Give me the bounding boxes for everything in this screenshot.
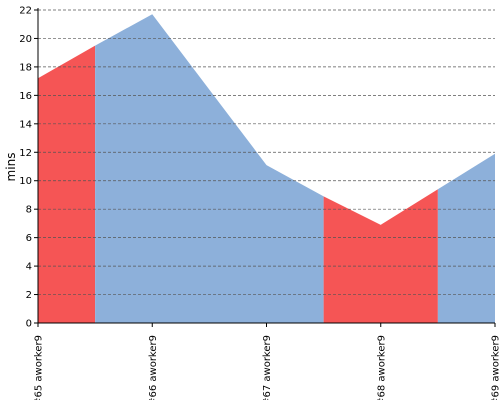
x-tick-label-1: #66 aworker9 bbox=[148, 335, 159, 400]
y-tick-label-12: 12 bbox=[19, 148, 32, 159]
x-ticks: #65 aworker9 #66 aworker9 #67 aworker9 #68 … bbox=[34, 323, 500, 400]
y-tick-label-18: 18 bbox=[19, 62, 32, 73]
y-tick-label-6: 6 bbox=[26, 233, 32, 244]
y-tick-label-14: 14 bbox=[19, 119, 32, 130]
y-tick-label-16: 16 bbox=[19, 91, 32, 102]
area-segment-0 bbox=[38, 46, 95, 323]
y-tick-label-2: 2 bbox=[26, 290, 32, 301]
x-tick-label-0: #65 aworker9 bbox=[34, 335, 45, 400]
y-axis-title: mins bbox=[4, 153, 18, 182]
area-segment-1 bbox=[95, 14, 324, 323]
y-tick-label-22: 22 bbox=[19, 6, 32, 17]
y-ticks: 0 2 4 6 8 10 12 14 16 18 20 22 bbox=[19, 6, 38, 330]
x-tick-label-3: #68 aworker9 bbox=[376, 335, 387, 400]
area-segments bbox=[38, 14, 495, 323]
y-tick-label-4: 4 bbox=[26, 262, 32, 273]
x-tick-label-2: #67 aworker9 bbox=[262, 335, 273, 400]
x-tick-label-4: #69 aworker9 bbox=[491, 335, 500, 400]
area-segment-3 bbox=[438, 154, 495, 323]
y-tick-label-10: 10 bbox=[19, 176, 32, 187]
y-tick-label-20: 20 bbox=[19, 34, 32, 45]
y-tick-label-0: 0 bbox=[26, 319, 32, 330]
y-tick-label-8: 8 bbox=[26, 205, 32, 216]
